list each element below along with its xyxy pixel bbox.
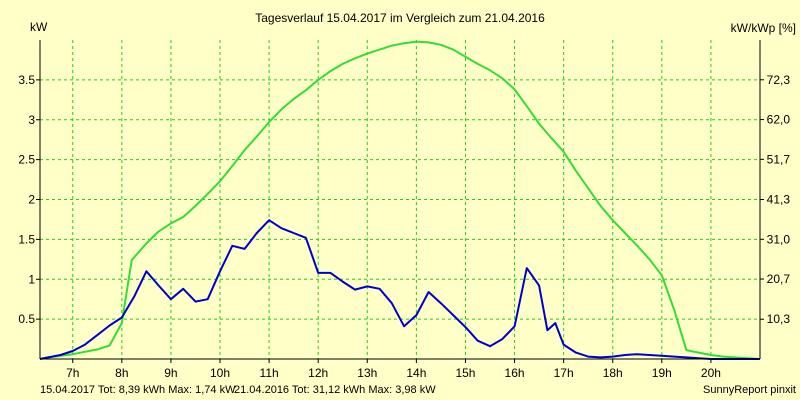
y2-tick-label: 72,3 <box>767 73 791 87</box>
y2-tick-label: 62,0 <box>767 113 791 127</box>
y2-axis-label: kW/kWp [%] <box>731 21 796 35</box>
y2-tick-label: 51,7 <box>767 152 791 166</box>
y2-tick-label: 41,3 <box>767 193 791 207</box>
y-axis-label: kW <box>30 20 48 34</box>
y2-tick-label: 31,0 <box>767 232 791 246</box>
x-tick-label: 12h <box>308 366 328 380</box>
legend-series-1: 15.04.2017 Tot: 8,39 kWh Max: 1,74 kW <box>40 384 236 396</box>
y-tick-label: 0.5 <box>18 312 35 326</box>
x-tick-label: 8h <box>115 366 128 380</box>
legend-series-2: 21.04.2016 Tot: 31,12 kWh Max: 3,98 kW <box>234 384 436 396</box>
chart-title: Tagesverlauf 15.04.2017 im Vergleich zum… <box>255 11 545 25</box>
x-tick-label: 15h <box>455 366 475 380</box>
y-tick-label: 3 <box>28 113 35 127</box>
y-tick-label: 2 <box>28 193 35 207</box>
series-line-15-04-2017 <box>39 219 760 360</box>
x-tick-label: 18h <box>603 366 623 380</box>
x-tick-label: 11h <box>260 366 279 380</box>
tick-labels: 7h 8h 9h 10h 11h 12h 13h 14h 15h 16h 17h 18h 19h 20h 0… <box>18 73 790 380</box>
footer-credit: SunnyReport pinxit <box>703 384 796 396</box>
x-tick-label: 16h <box>505 366 525 380</box>
y-tick-label: 3.5 <box>18 73 35 87</box>
x-tick-label: 7h <box>66 366 79 380</box>
x-tick-label: 10h <box>210 366 230 380</box>
x-tick-label: 13h <box>357 366 377 380</box>
y2-tick-label: 20,7 <box>767 272 791 286</box>
grid <box>40 40 760 359</box>
x-tick-label: 14h <box>406 366 426 380</box>
x-tick-label: 19h <box>652 366 672 380</box>
y-tick-label: 2.5 <box>18 153 35 167</box>
x-tick-label: 17h <box>554 366 574 380</box>
series-line-21-04-2016 <box>39 40 761 360</box>
y-tick-label: 1.5 <box>18 232 35 246</box>
y-tick-label: 1 <box>28 272 35 286</box>
x-tick-label: 20h <box>701 366 721 380</box>
y2-tick-label: 10,3 <box>767 312 791 326</box>
x-tick-label: 9h <box>164 366 177 380</box>
series-layer <box>39 40 761 360</box>
